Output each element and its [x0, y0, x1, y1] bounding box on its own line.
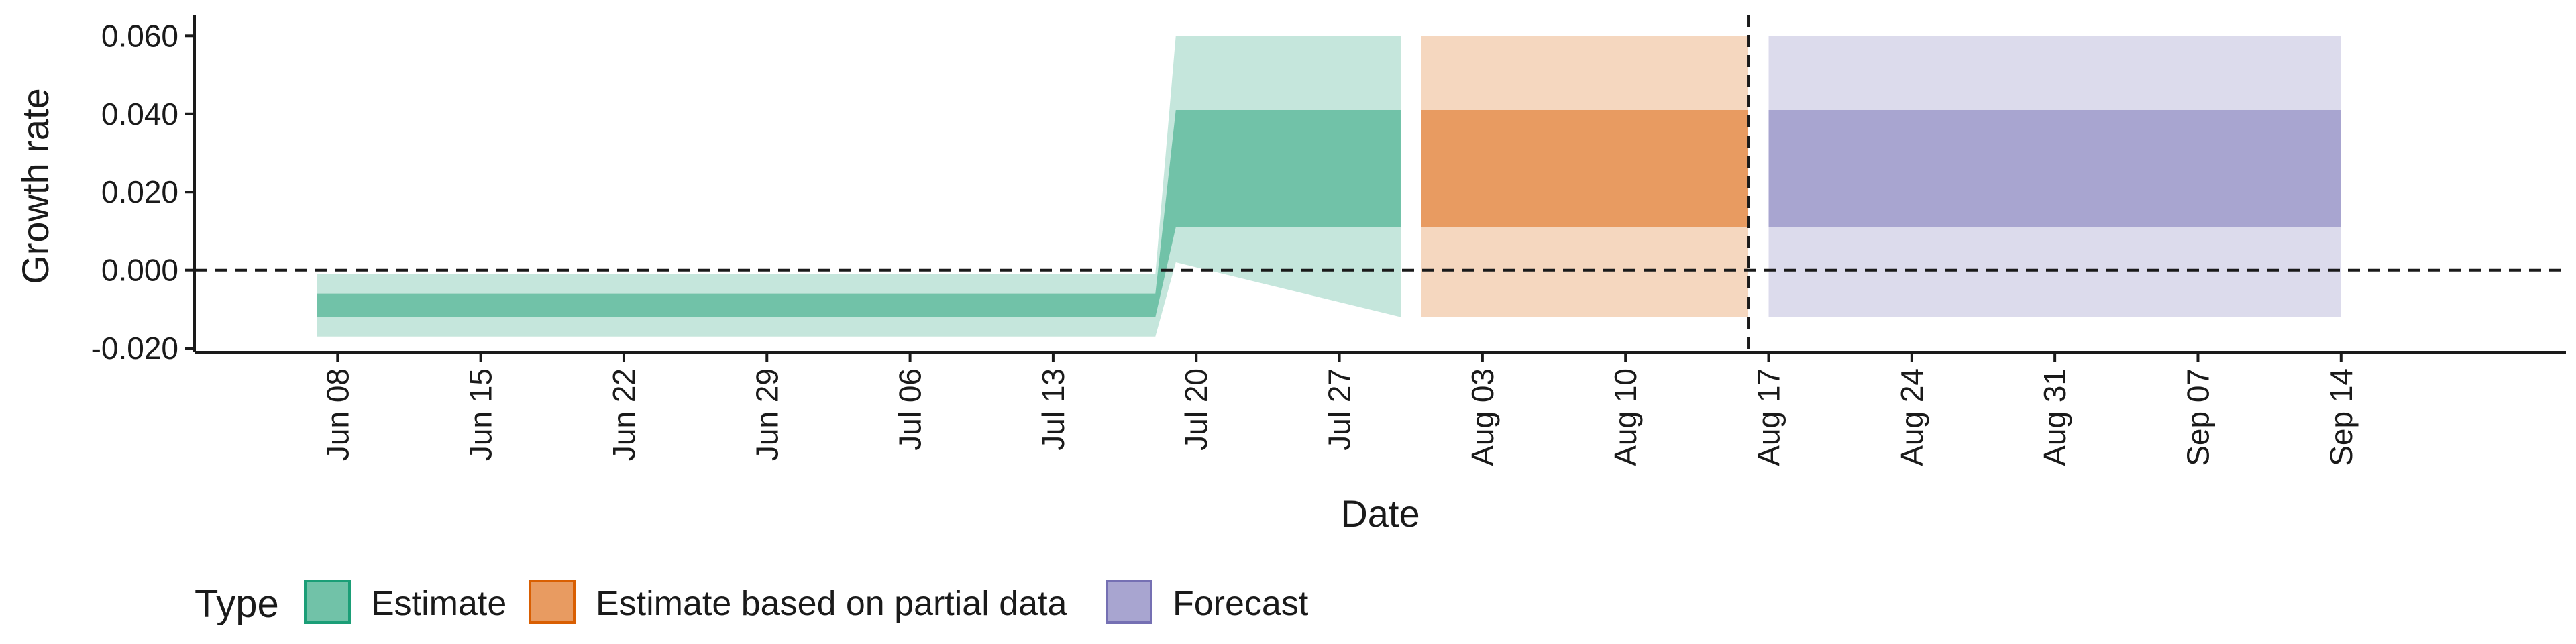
y-tick-label: 0.000	[101, 253, 178, 288]
uncertainty-bands	[317, 36, 2341, 337]
x-tick-label: Jul 27	[1322, 368, 1357, 451]
y-axis-ticks: -0.020 0.000 0.020 0.040 0.060	[91, 18, 195, 366]
x-tick-label: Jul 20	[1179, 368, 1214, 451]
legend: Type Estimate Estimate based on partial d…	[195, 580, 1309, 626]
y-tick-label: 0.020	[101, 174, 178, 209]
legend-swatch	[1106, 580, 1152, 624]
legend-label: Estimate based on partial data	[596, 584, 1067, 623]
x-tick-label: Jun 08	[320, 368, 355, 461]
x-tick-label: Sep 07	[2180, 368, 2215, 466]
legend-title: Type	[195, 582, 279, 626]
x-tick-label: Aug 03	[1465, 368, 1500, 466]
x-tick-label: Jul 13	[1036, 368, 1071, 451]
legend-items: Estimate Estimate based on partial data Fo…	[304, 580, 1309, 624]
legend-label: Forecast	[1173, 584, 1309, 623]
y-tick-label: 0.060	[101, 18, 178, 53]
legend-label: Estimate	[371, 584, 506, 623]
legend-swatch	[529, 580, 576, 624]
band-50-2	[1768, 109, 2341, 227]
legend-swatch	[304, 580, 351, 624]
band-50-1	[1421, 109, 1749, 227]
x-tick-label: Sep 14	[2324, 368, 2359, 466]
x-tick-label: Jul 06	[893, 368, 928, 451]
x-tick-label: Aug 17	[1752, 368, 1786, 466]
x-tick-label: Aug 10	[1608, 368, 1643, 466]
y-axis-title: Growth rate	[14, 88, 56, 284]
band-50-0	[317, 109, 1401, 317]
y-tick-label: -0.020	[91, 331, 178, 366]
x-tick-label: Jun 15	[464, 368, 498, 461]
y-tick-label: 0.040	[101, 97, 178, 131]
x-tick-label: Jun 29	[749, 368, 784, 461]
x-axis-ticks: Jun 08 Jun 15 Jun 22 Jun 29 Jul 06 Jul 13 Jul …	[320, 352, 2359, 466]
x-tick-label: Aug 24	[1894, 368, 1929, 466]
x-tick-label: Aug 31	[2037, 368, 2072, 466]
x-tick-label: Jun 22	[606, 368, 641, 461]
x-axis-title: Date	[1340, 492, 1419, 535]
